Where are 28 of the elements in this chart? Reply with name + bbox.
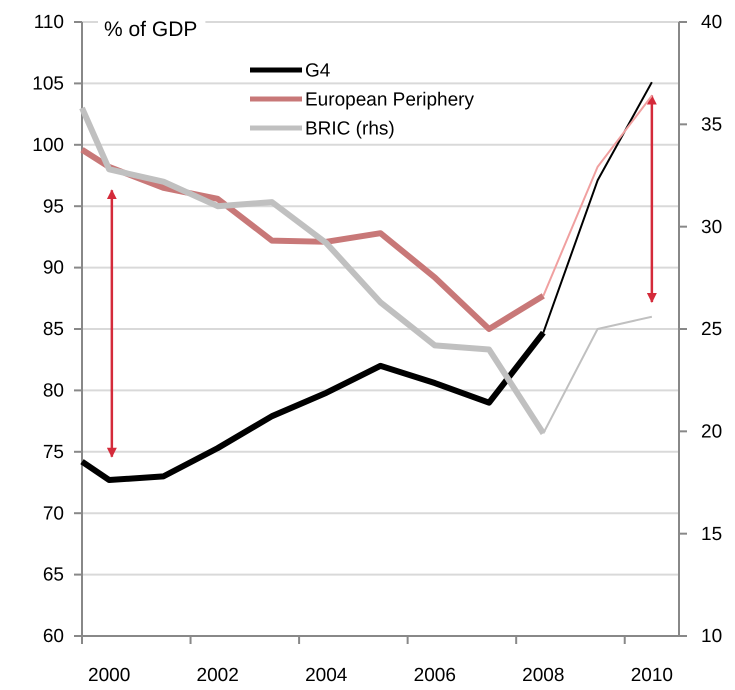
x-tick-label: 2000	[88, 665, 130, 686]
legend-label: European Periphery	[305, 90, 474, 111]
x-tick-label: 2006	[414, 665, 456, 686]
y-tick-label: 65	[42, 564, 64, 586]
x-tick-label: 2002	[196, 665, 239, 686]
y-tick-label: 110	[34, 12, 64, 34]
y-tick-label: 75	[42, 442, 64, 463]
y-tick-label: 105	[32, 73, 64, 94]
y2-tick-label: 30	[701, 216, 722, 238]
y2-tick-label: 35	[701, 114, 722, 136]
legend-label: BRIC (rhs)	[305, 118, 395, 140]
y-tick-label: 70	[42, 503, 64, 524]
y-tick-label: 85	[42, 319, 64, 340]
y2-tick-label: 15	[701, 524, 722, 545]
y2-tick-label: 10	[701, 626, 722, 648]
y2-tick-label: 25	[701, 319, 722, 340]
y2-tick-label: 40	[701, 12, 722, 34]
y2-tick-label: 20	[701, 421, 722, 442]
x-tick-label: 2008	[522, 665, 564, 686]
y-tick-label: 80	[42, 380, 64, 402]
y-tick-label: 60	[42, 626, 64, 648]
legend-label: G4	[305, 60, 331, 82]
x-tick-label: 2010	[630, 665, 674, 686]
y-tick-label: 90	[42, 258, 64, 279]
y-tick-label: 95	[42, 196, 64, 218]
x-tick-label: 2004	[305, 665, 348, 686]
chart-title: % of GDP	[104, 18, 198, 41]
y-tick-label: 100	[32, 134, 64, 156]
